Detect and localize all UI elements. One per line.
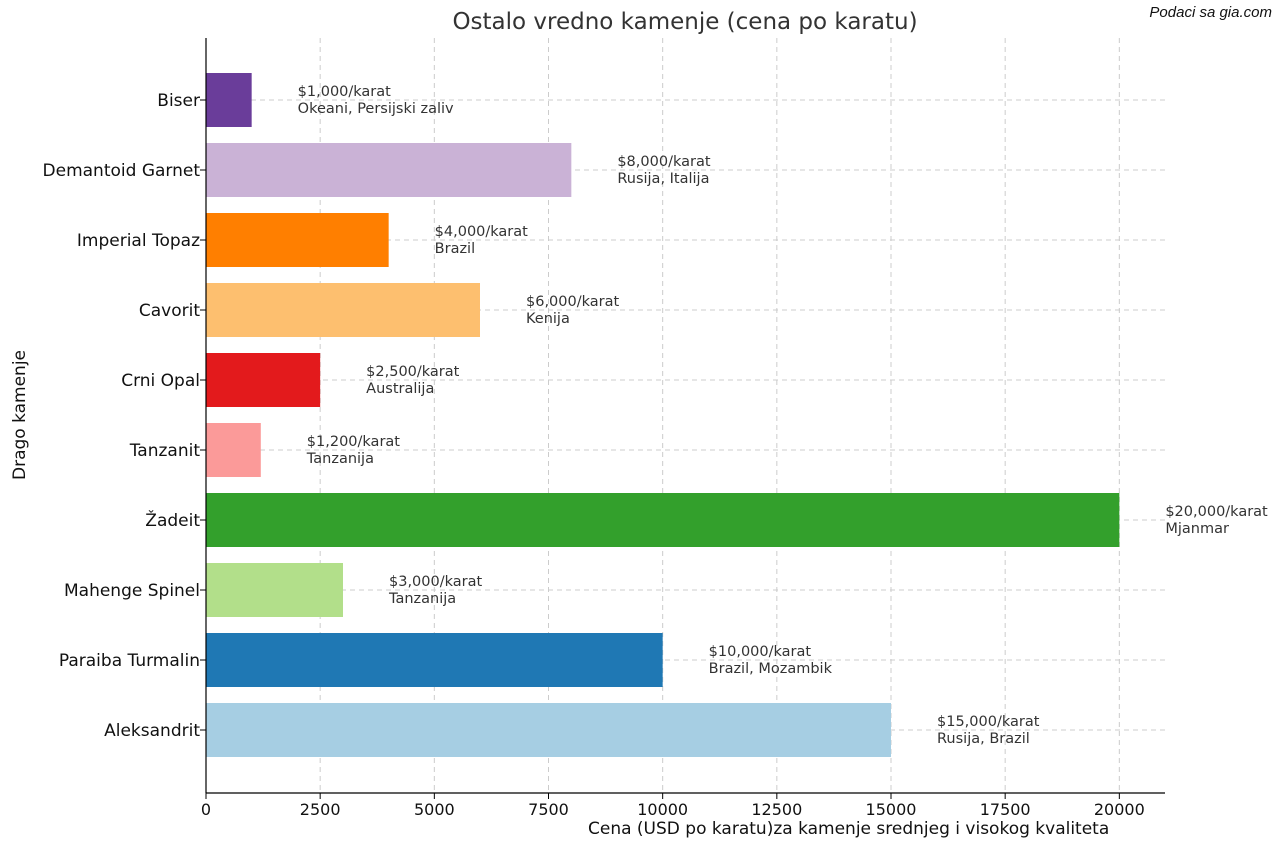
y-tick-label: Imperial Topaz xyxy=(77,231,200,251)
price-label: $20,000/karat xyxy=(1165,504,1268,520)
origin-label: Rusija, Brazil xyxy=(937,731,1030,747)
bars xyxy=(206,73,1120,757)
bar xyxy=(206,703,891,757)
origin-label: Tanzanija xyxy=(388,591,456,607)
bar xyxy=(206,283,480,337)
price-label: $2,500/karat xyxy=(366,364,459,380)
origin-label: Mjanmar xyxy=(1165,521,1229,537)
x-tick-label: 12500 xyxy=(751,800,802,819)
price-label: $3,000/karat xyxy=(389,574,482,590)
origin-label: Okeani, Persijski zaliv xyxy=(298,101,454,117)
origin-label: Brazil, Mozambik xyxy=(709,661,833,677)
y-tick-label: Mahenge Spinel xyxy=(64,581,200,601)
origin-label: Rusija, Italija xyxy=(617,171,709,187)
origin-label: Kenija xyxy=(526,311,570,327)
price-label: $6,000/karat xyxy=(526,294,619,310)
bar xyxy=(206,353,321,407)
y-tick-label: Aleksandrit xyxy=(104,721,200,741)
x-axis-title: Cena (USD po karatu)za kamenje srednjeg … xyxy=(588,819,1110,839)
y-axis-title: Drago kamenje xyxy=(10,350,30,480)
bar xyxy=(206,213,389,267)
chart-title: Ostalo vredno kamenje (cena po karatu) xyxy=(452,9,917,35)
price-label: $1,200/karat xyxy=(307,434,400,450)
price-label: $1,000/karat xyxy=(298,84,391,100)
y-tick-label: Tanzanit xyxy=(129,441,201,461)
origin-label: Tanzanija xyxy=(306,451,374,467)
price-label: $10,000/karat xyxy=(709,644,812,660)
bar xyxy=(206,633,663,687)
ticks: 0 2500 5000 7500 10000 12500 15000 17500 20000 Bi… xyxy=(43,91,1145,819)
bar xyxy=(206,563,343,617)
bar xyxy=(206,73,252,127)
price-label: $4,000/karat xyxy=(435,224,528,240)
x-tick-label: 15000 xyxy=(866,800,917,819)
y-tick-label: Crni Opal xyxy=(121,371,200,391)
origin-label: Australija xyxy=(366,381,434,397)
x-tick-label: 0 xyxy=(201,800,211,819)
y-tick-label: Cavorit xyxy=(139,301,200,321)
x-tick-label: 5000 xyxy=(414,800,455,819)
y-tick-label: Demantoid Garnet xyxy=(43,161,201,181)
bar xyxy=(206,423,261,477)
origin-label: Brazil xyxy=(435,241,475,257)
y-tick-label: Žadeit xyxy=(145,509,200,531)
y-tick-label: Biser xyxy=(157,91,200,111)
price-label: $8,000/karat xyxy=(617,154,710,170)
y-tick-label: Paraiba Turmalin xyxy=(59,651,200,671)
x-tick-label: 2500 xyxy=(300,800,341,819)
bar xyxy=(206,493,1120,547)
source-note: Podaci sa gia.com xyxy=(1149,4,1272,21)
x-tick-label: 20000 xyxy=(1094,800,1145,819)
x-tick-label: 17500 xyxy=(980,800,1031,819)
x-tick-label: 7500 xyxy=(528,800,569,819)
x-tick-label: 10000 xyxy=(637,800,688,819)
price-label: $15,000/karat xyxy=(937,714,1040,730)
bar xyxy=(206,143,572,197)
